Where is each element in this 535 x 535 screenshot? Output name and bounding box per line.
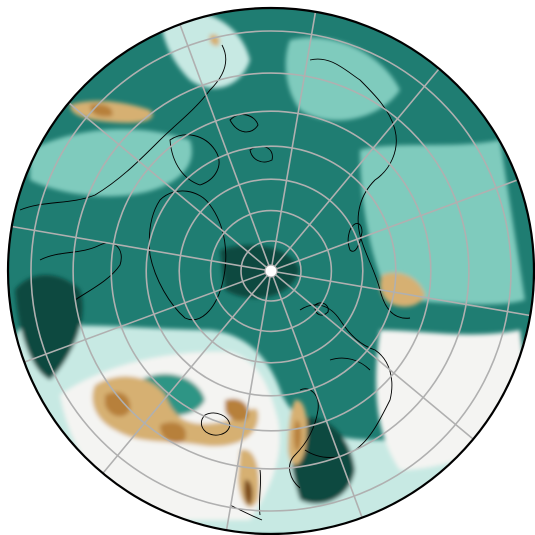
north-pole-marker (265, 265, 277, 277)
contour-band-white-east (376, 330, 530, 470)
map-disc (0, 8, 535, 535)
